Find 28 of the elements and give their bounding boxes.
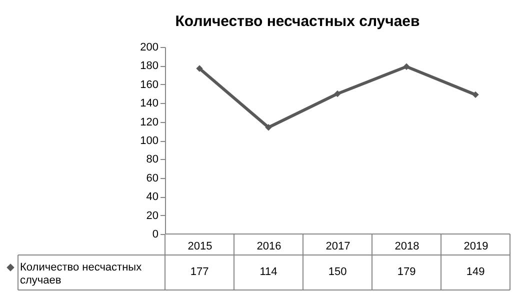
data-label: 150 [328, 266, 347, 278]
x-tick-label: 2019 [464, 240, 488, 252]
x-tick-label: 2017 [326, 240, 350, 252]
y-tick-label: 160 [140, 78, 158, 91]
data-label: 177 [190, 266, 209, 278]
point [265, 124, 272, 131]
data-label: 179 [397, 266, 416, 278]
y-tick-label: 0 [152, 228, 158, 240]
y-tick-label: 80 [146, 154, 158, 166]
data-label: 114 [260, 266, 278, 278]
data-label: 149 [466, 266, 485, 278]
legend-label: Количество несчастных случаев [20, 262, 142, 286]
chart-title: Количество несчастных случаев [175, 13, 420, 30]
y-tick-label: 120 [140, 116, 158, 128]
x-tick-label: 2016 [256, 240, 282, 252]
y-tick-label: 40 [146, 191, 158, 204]
y-tick-label: 60 [146, 172, 158, 184]
x-tick-label: 2015 [188, 240, 212, 252]
y-tick-label: 180 [140, 60, 158, 72]
point [334, 90, 341, 98]
x-tick-label: 2018 [394, 240, 420, 252]
y-tick-label: 100 [140, 135, 158, 147]
y-tick-label: 140 [140, 98, 158, 110]
y-tick-label: 200 [140, 42, 158, 54]
point [403, 63, 410, 70]
point [196, 65, 203, 72]
point [472, 91, 479, 98]
y-tick-label: 20 [146, 210, 158, 222]
